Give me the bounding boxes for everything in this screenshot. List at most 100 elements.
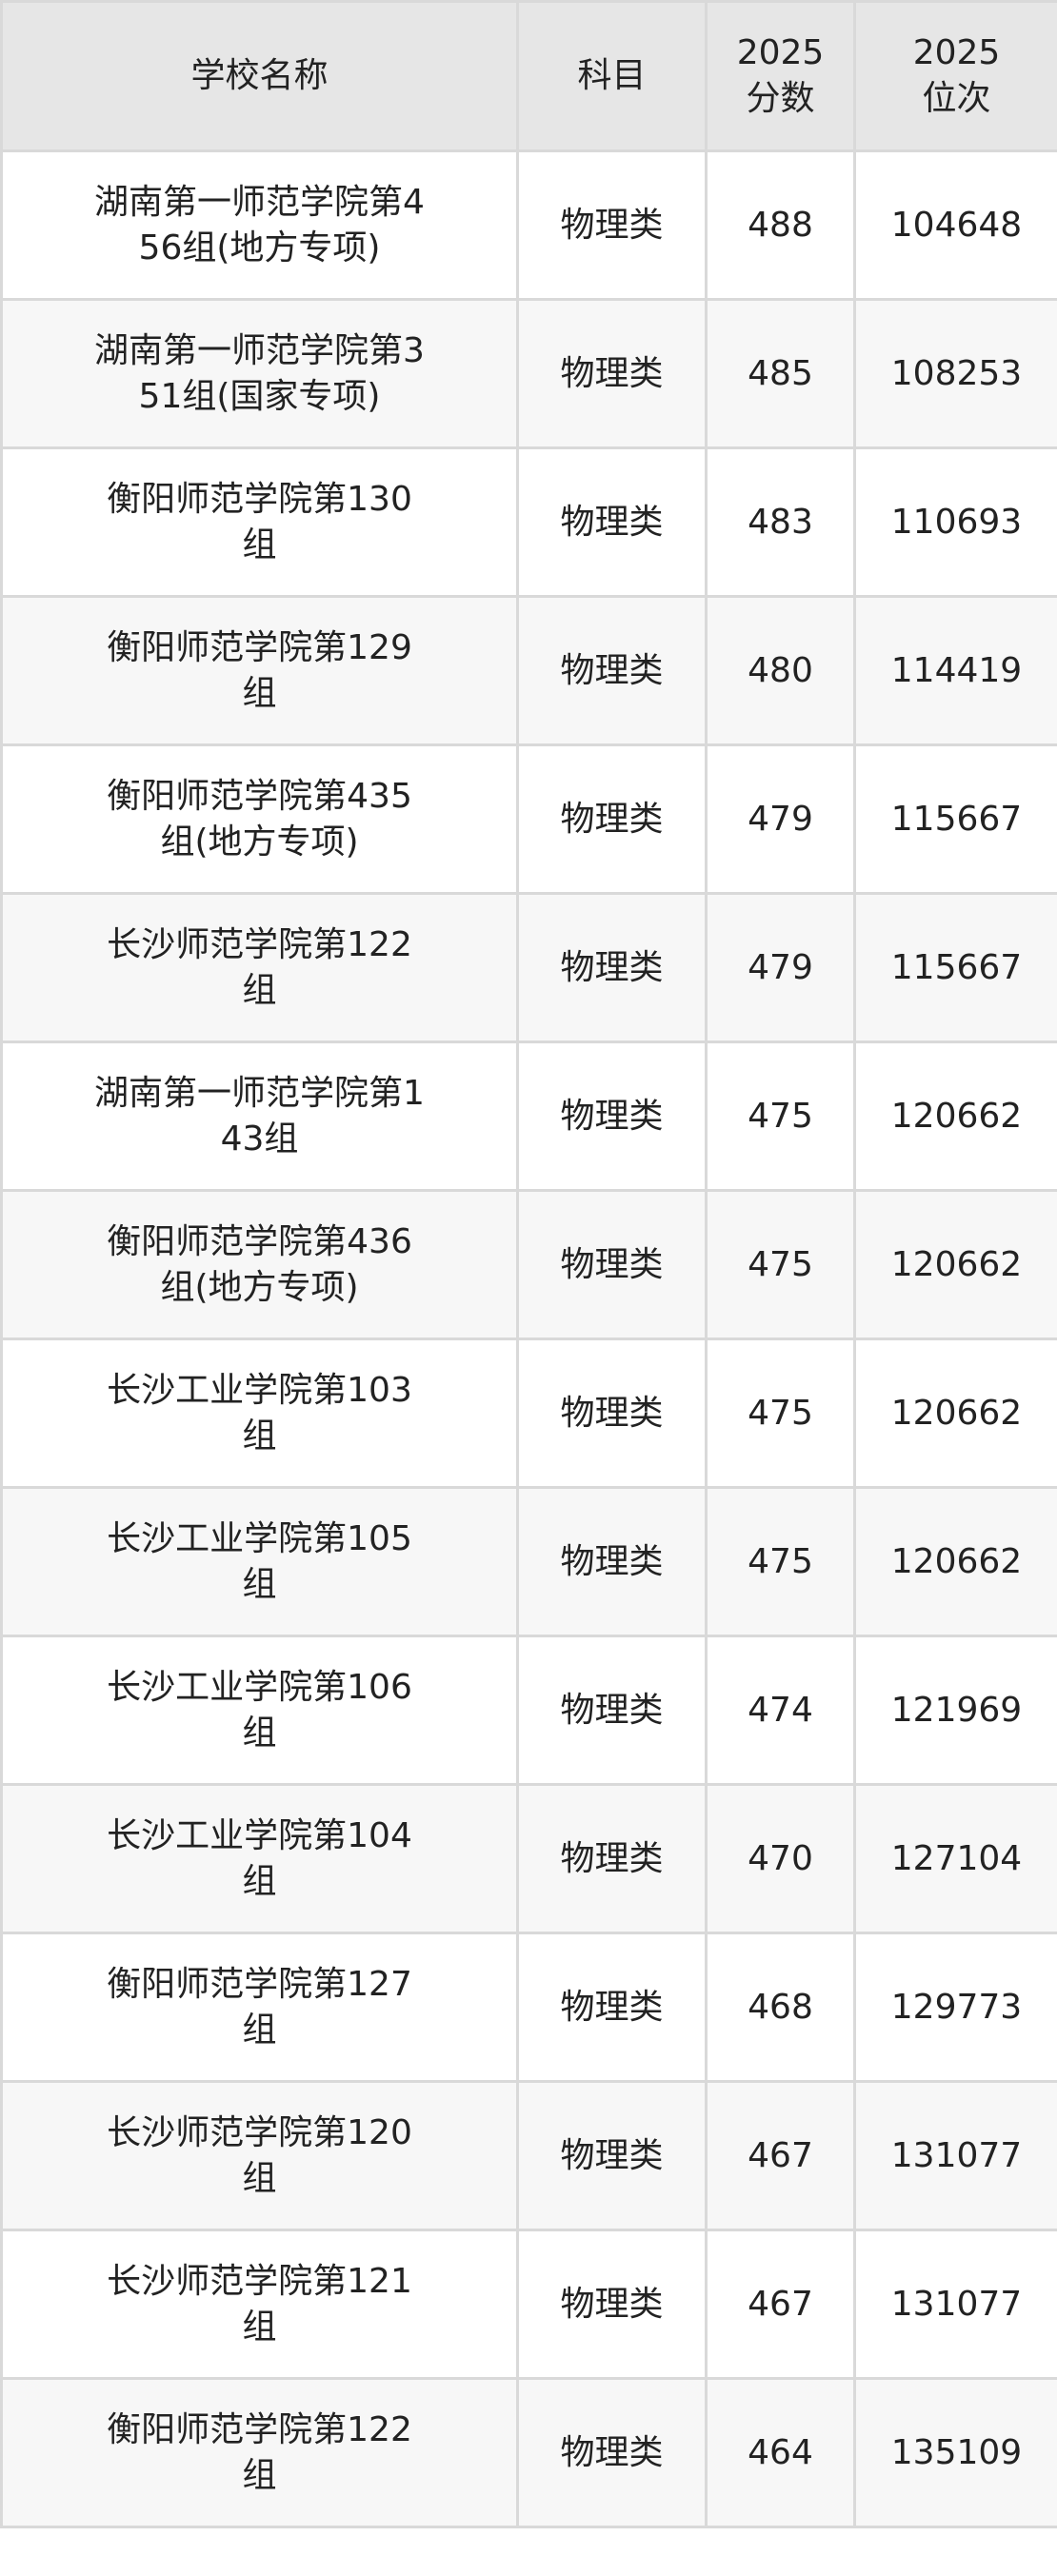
school-name-cell: 衡阳师范学院第436 组(地方专项): [0, 1189, 519, 1340]
school-name-line: 衡阳师范学院第130: [107, 479, 412, 519]
header-rank-label: 位次: [922, 79, 991, 118]
school-name-cell: 长沙师范学院第122 组: [0, 892, 519, 1043]
score-cell: 475: [705, 1338, 856, 1489]
rank-cell: 121969: [853, 1635, 1057, 1786]
rank-cell: 127104: [853, 1783, 1057, 1934]
school-name-cell: 长沙工业学院第104 组: [0, 1783, 519, 1934]
school-name-line: 组: [242, 2158, 277, 2198]
subject-cell: 物理类: [516, 2377, 708, 2528]
school-name-line: 湖南第一师范学院第3: [94, 330, 425, 370]
subject-cell: 物理类: [516, 1783, 708, 1934]
school-name-line: 组: [242, 2010, 277, 2050]
score-cell: 485: [705, 298, 856, 449]
school-name-line: 长沙师范学院第121: [107, 2261, 412, 2301]
table-row: 长沙师范学院第121 组 物理类 467 131077: [0, 2229, 1057, 2380]
rank-cell: 120662: [853, 1040, 1057, 1192]
table-row: 衡阳师范学院第122 组 物理类 464 135109: [0, 2377, 1057, 2528]
subject-cell: 物理类: [516, 1635, 708, 1786]
rank-cell: 120662: [853, 1338, 1057, 1489]
score-cell: 467: [705, 2080, 856, 2231]
score-cell: 464: [705, 2377, 856, 2528]
header-score-year: 2025: [736, 33, 825, 72]
school-name-line: 长沙工业学院第105: [107, 1518, 412, 1558]
subject-cell: 物理类: [516, 743, 708, 895]
school-name-cell: 衡阳师范学院第130 组: [0, 446, 519, 598]
rank-cell: 108253: [853, 298, 1057, 449]
school-name-line: 51组(国家专项): [138, 376, 381, 416]
table-row: 湖南第一师范学院第3 51组(国家专项) 物理类 485 108253: [0, 298, 1057, 449]
subject-cell: 物理类: [516, 2080, 708, 2231]
score-cell: 468: [705, 1932, 856, 2083]
table-row: 长沙工业学院第104 组 物理类 470 127104: [0, 1783, 1057, 1934]
table-row: 长沙师范学院第122 组 物理类 479 115667: [0, 892, 1057, 1043]
score-cell: 480: [705, 595, 856, 746]
table-row: 衡阳师范学院第127 组 物理类 468 129773: [0, 1932, 1057, 2083]
school-name-line: 56组(地方专项): [138, 228, 381, 268]
score-cell: 467: [705, 2229, 856, 2380]
subject-cell: 物理类: [516, 149, 708, 301]
score-cell: 483: [705, 446, 856, 598]
score-cell: 479: [705, 743, 856, 895]
school-name-line: 湖南第一师范学院第1: [94, 1073, 425, 1113]
rank-cell: 129773: [853, 1932, 1057, 2083]
rank-cell: 120662: [853, 1486, 1057, 1637]
table-row: 长沙工业学院第106 组 物理类 474 121969: [0, 1635, 1057, 1786]
rank-cell: 120662: [853, 1189, 1057, 1340]
school-name-line: 衡阳师范学院第122: [107, 2409, 412, 2449]
school-name-line: 衡阳师范学院第435: [107, 776, 412, 816]
rank-cell: 131077: [853, 2080, 1057, 2231]
school-name-cell: 衡阳师范学院第127 组: [0, 1932, 519, 2083]
subject-cell: 物理类: [516, 446, 708, 598]
school-name-line: 长沙工业学院第104: [107, 1815, 412, 1855]
school-name-line: 长沙工业学院第106: [107, 1667, 412, 1707]
school-name-line: 组(地方专项): [160, 822, 359, 862]
table-row: 衡阳师范学院第130 组 物理类 483 110693: [0, 446, 1057, 598]
school-name-cell: 衡阳师范学院第435 组(地方专项): [0, 743, 519, 895]
school-name-line: 长沙工业学院第103: [107, 1370, 412, 1410]
score-cell: 488: [705, 149, 856, 301]
school-name-line: 组(地方专项): [160, 1267, 359, 1307]
school-name-line: 43组: [220, 1119, 299, 1159]
school-name-cell: 长沙工业学院第105 组: [0, 1486, 519, 1637]
subject-cell: 物理类: [516, 2229, 708, 2380]
subject-cell: 物理类: [516, 1338, 708, 1489]
school-name-line: 湖南第一师范学院第4: [94, 182, 425, 222]
table-row: 长沙工业学院第105 组 物理类 475 120662: [0, 1486, 1057, 1637]
school-name-cell: 长沙师范学院第120 组: [0, 2080, 519, 2231]
subject-cell: 物理类: [516, 1040, 708, 1192]
table-row: 衡阳师范学院第129 组 物理类 480 114419: [0, 595, 1057, 746]
rank-cell: 104648: [853, 149, 1057, 301]
table-row: 长沙师范学院第120 组 物理类 467 131077: [0, 2080, 1057, 2231]
school-name-line: 衡阳师范学院第129: [107, 627, 412, 667]
subject-cell: 物理类: [516, 1486, 708, 1637]
school-name-line: 衡阳师范学院第436: [107, 1221, 412, 1261]
header-score-label: 分数: [746, 79, 815, 118]
subject-cell: 物理类: [516, 1189, 708, 1340]
school-name-line: 组: [242, 1564, 277, 1604]
school-name-line: 衡阳师范学院第127: [107, 1964, 412, 2004]
school-name-cell: 湖南第一师范学院第3 51组(国家专项): [0, 298, 519, 449]
rank-cell: 115667: [853, 743, 1057, 895]
school-name-line: 长沙师范学院第122: [107, 924, 412, 964]
school-name-line: 组: [242, 673, 277, 713]
score-cell: 470: [705, 1783, 856, 1934]
header-school: 学校名称: [0, 0, 519, 152]
score-cell: 475: [705, 1189, 856, 1340]
header-rank: 2025 位次: [853, 0, 1057, 152]
school-name-line: 组: [242, 2455, 277, 2495]
header-rank-year: 2025: [912, 33, 1001, 72]
subject-cell: 物理类: [516, 595, 708, 746]
school-name-cell: 衡阳师范学院第129 组: [0, 595, 519, 746]
rank-cell: 131077: [853, 2229, 1057, 2380]
subject-cell: 物理类: [516, 1932, 708, 2083]
score-cell: 479: [705, 892, 856, 1043]
school-name-line: 组: [242, 1416, 277, 1456]
school-name-cell: 长沙师范学院第121 组: [0, 2229, 519, 2380]
score-cell: 474: [705, 1635, 856, 1786]
table-row: 湖南第一师范学院第4 56组(地方专项) 物理类 488 104648: [0, 149, 1057, 301]
table-row: 长沙工业学院第103 组 物理类 475 120662: [0, 1338, 1057, 1489]
table-row: 湖南第一师范学院第1 43组 物理类 475 120662: [0, 1040, 1057, 1192]
school-name-cell: 衡阳师范学院第122 组: [0, 2377, 519, 2528]
rank-cell: 114419: [853, 595, 1057, 746]
